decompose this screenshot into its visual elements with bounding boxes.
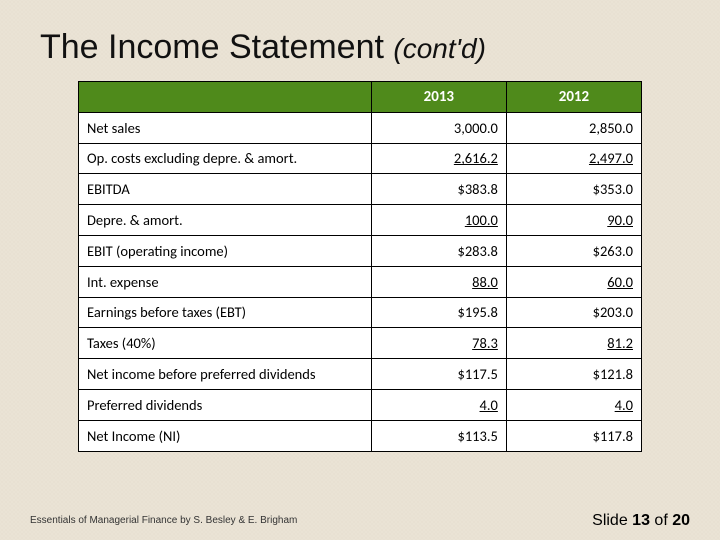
- row-label: Net income before preferred dividends: [79, 359, 372, 390]
- table-row: EBIT (operating income)$283.8$263.0: [79, 235, 642, 266]
- footer-page-current: 13: [632, 512, 650, 529]
- col-header-2013: 2013: [371, 82, 506, 113]
- table-row: Op. costs excluding depre. & amort.2,616…: [79, 143, 642, 174]
- row-label: EBITDA: [79, 174, 372, 205]
- row-value-2012: 90.0: [506, 205, 641, 236]
- table-header-row: 2013 2012: [79, 82, 642, 113]
- income-statement-table: 2013 2012 Net sales3,000.02,850.0Op. cos…: [78, 81, 642, 452]
- row-label: Depre. & amort.: [79, 205, 372, 236]
- row-value-2012: 2,850.0: [506, 112, 641, 143]
- row-value-2012: $353.0: [506, 174, 641, 205]
- row-value-2013: 78.3: [371, 328, 506, 359]
- row-value-2013: $117.5: [371, 359, 506, 390]
- row-value-2013: 3,000.0: [371, 112, 506, 143]
- row-value-2012: $203.0: [506, 297, 641, 328]
- table-row: Int. expense88.060.0: [79, 266, 642, 297]
- row-label: Int. expense: [79, 266, 372, 297]
- row-value-2012: $121.8: [506, 359, 641, 390]
- table-row: Taxes (40%)78.381.2: [79, 328, 642, 359]
- table-row: Earnings before taxes (EBT)$195.8$203.0: [79, 297, 642, 328]
- footer-slide-word: Slide: [592, 512, 632, 529]
- income-statement-table-wrap: 2013 2012 Net sales3,000.02,850.0Op. cos…: [0, 81, 720, 452]
- row-label: Op. costs excluding depre. & amort.: [79, 143, 372, 174]
- row-label: Taxes (40%): [79, 328, 372, 359]
- row-value-2012: $263.0: [506, 235, 641, 266]
- table-row: Preferred dividends4.04.0: [79, 389, 642, 420]
- row-value-2012: 60.0: [506, 266, 641, 297]
- row-value-2013: $195.8: [371, 297, 506, 328]
- row-label: Earnings before taxes (EBT): [79, 297, 372, 328]
- row-value-2013: 4.0: [371, 389, 506, 420]
- row-value-2013: 88.0: [371, 266, 506, 297]
- row-value-2013: $383.8: [371, 174, 506, 205]
- footer-of: of: [650, 512, 672, 529]
- col-header-blank: [79, 82, 372, 113]
- table-row: Net income before preferred dividends$11…: [79, 359, 642, 390]
- row-label: EBIT (operating income): [79, 235, 372, 266]
- row-value-2013: 2,616.2: [371, 143, 506, 174]
- row-value-2012: 2,497.0: [506, 143, 641, 174]
- row-value-2012: $117.8: [506, 420, 641, 451]
- table-row: Net Income (NI)$113.5$117.8: [79, 420, 642, 451]
- row-value-2012: 4.0: [506, 389, 641, 420]
- title-main: The Income Statement: [40, 28, 393, 66]
- table-row: Net sales3,000.02,850.0: [79, 112, 642, 143]
- slide-title: The Income Statement (cont'd): [0, 0, 720, 81]
- row-label: Net sales: [79, 112, 372, 143]
- row-label: Net Income (NI): [79, 420, 372, 451]
- row-value-2013: $283.8: [371, 235, 506, 266]
- row-label: Preferred dividends: [79, 389, 372, 420]
- footer-page-total: 20: [672, 512, 690, 529]
- table-row: EBITDA$383.8$353.0: [79, 174, 642, 205]
- row-value-2012: 81.2: [506, 328, 641, 359]
- row-value-2013: $113.5: [371, 420, 506, 451]
- footer-page-indicator: Slide 13 of 20: [592, 512, 690, 530]
- row-value-2013: 100.0: [371, 205, 506, 236]
- col-header-2012: 2012: [506, 82, 641, 113]
- table-row: Depre. & amort.100.090.0: [79, 205, 642, 236]
- footer-attribution: Essentials of Managerial Finance by S. B…: [30, 515, 297, 526]
- title-sub: (cont'd): [393, 33, 486, 64]
